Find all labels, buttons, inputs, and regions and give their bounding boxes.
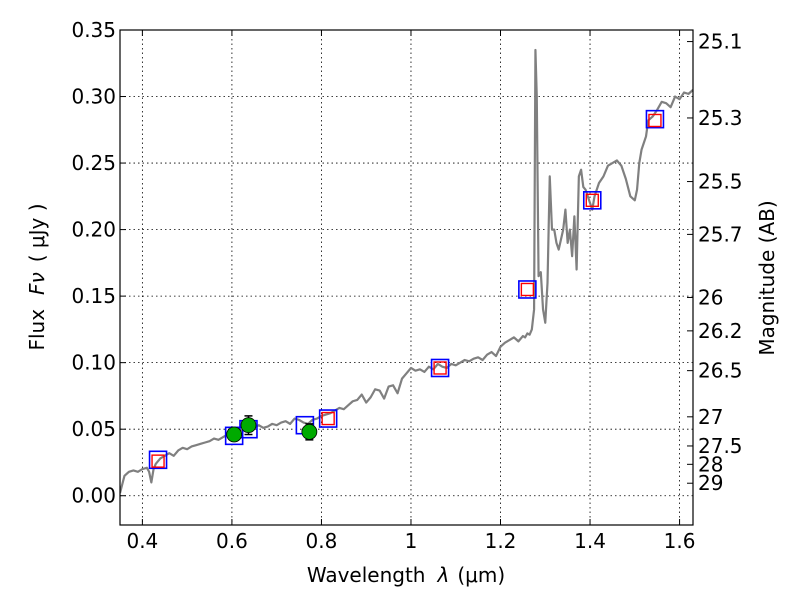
- x-tick-label: 1.6: [664, 529, 696, 553]
- y-tick-label: 0.35: [71, 18, 116, 42]
- model-photometry-inner-square: [433, 361, 447, 375]
- model-photometry-inner-square: [585, 193, 599, 208]
- observed-point: [240, 417, 257, 434]
- y-tick-label: 0.05: [71, 417, 116, 441]
- x-axis-label-unit: (μm): [457, 563, 505, 587]
- x-axis-label-symbol: λ: [437, 563, 450, 587]
- x-axis-label-text: Wavelength: [307, 563, 426, 587]
- model-photometry-inner-square: [648, 113, 662, 128]
- x-tick-label: 1.2: [485, 529, 517, 553]
- y2-tick-label: 25.1: [698, 30, 743, 54]
- model-photometry-square: [148, 450, 168, 470]
- y2-tick-label: 27.5: [698, 434, 743, 458]
- y2-tick-label: 26.5: [698, 359, 743, 383]
- plot-content: [120, 48, 693, 494]
- y-tick-label: 0.20: [71, 218, 116, 242]
- y2-tick-label: 27: [698, 405, 723, 429]
- y2-tick-label: 25.3: [698, 106, 743, 130]
- plot-frame: [119, 29, 694, 526]
- model-photometry-square: [582, 191, 602, 210]
- y-tick-label: 0.25: [71, 151, 116, 175]
- observed-point: [301, 423, 318, 440]
- y-axis-label-text: Flux: [25, 309, 49, 351]
- y2-tick-label: 26.2: [698, 319, 743, 343]
- y-axis-label-symbol: Fν: [25, 272, 49, 295]
- y2-tick-label: 25.7: [698, 222, 743, 246]
- x-tick-label: 1.4: [574, 529, 606, 553]
- model-photometry-square: [518, 280, 537, 299]
- y-tick-label: 0.00: [71, 484, 116, 508]
- y-tick-label: 0.10: [71, 351, 116, 375]
- y2-tick-label: 28: [698, 452, 723, 476]
- model-photometry-square: [645, 109, 665, 129]
- y2-tick-label: 29: [698, 471, 723, 495]
- y-axis-label-unit: ( μJy ): [25, 203, 49, 262]
- model-photometry-inner-square: [151, 454, 165, 468]
- y2-tick-label: 26: [698, 285, 723, 309]
- model-photometry-square: [430, 358, 450, 378]
- ticks: 0.4 0.6 0.8 1 1.2 1.4 1.6 0.00 0.05 0.10 0.15 0.20 0…: [71, 18, 742, 553]
- y2-tick-label: 25.5: [698, 170, 743, 194]
- model-photometry-square: [318, 409, 338, 428]
- x-tick-label: 0.8: [306, 529, 338, 553]
- observed-point: [226, 426, 243, 443]
- x-tick-label: 0.6: [216, 529, 248, 553]
- x-axis-label: Wavelength λ (μm): [307, 563, 505, 587]
- y2-axis-label: Magnitude (AB): [755, 200, 779, 355]
- y-tick-label: 0.15: [71, 284, 116, 308]
- y-tick-label: 0.30: [71, 85, 116, 109]
- y-axis-label: Flux Fν ( μJy ): [25, 203, 49, 350]
- x-tick-label: 0.4: [126, 529, 158, 553]
- model-photometry-inner-square: [520, 282, 535, 297]
- x-tick-label: 1: [405, 529, 418, 553]
- model-photometry-inner-square: [321, 411, 335, 426]
